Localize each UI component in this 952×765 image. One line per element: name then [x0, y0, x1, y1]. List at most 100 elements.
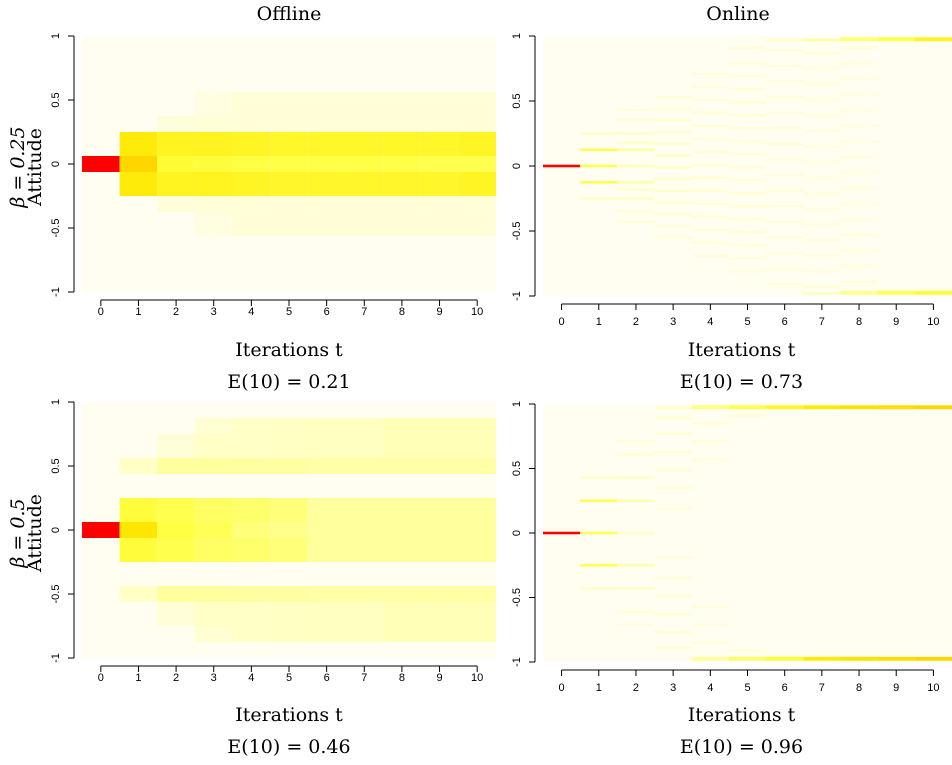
- heat-cell: [119, 586, 158, 602]
- y-tick-label: -1: [511, 657, 523, 667]
- heat-cell: [840, 171, 878, 174]
- heat-cell: [270, 172, 308, 196]
- heat-cell: [617, 210, 655, 213]
- heat-cell: [691, 228, 729, 231]
- heat-cell: [803, 207, 841, 211]
- heat-cell: [232, 92, 271, 132]
- heat-cell: [766, 95, 804, 99]
- x-tick-label: 7: [819, 316, 825, 328]
- heat-cell: [617, 587, 655, 590]
- x-axis-title: Iterations t: [688, 704, 796, 726]
- heat-cell: [654, 224, 692, 228]
- heat-cell: [803, 270, 841, 273]
- heat-cell: [420, 92, 459, 132]
- heat-cell: [914, 656, 952, 661]
- x-tick-label: 10: [927, 316, 939, 328]
- heat-cell: [691, 241, 729, 244]
- heat-cell: [617, 563, 655, 567]
- heat-cell: [617, 623, 655, 626]
- heat-cell: [877, 37, 915, 42]
- heat-cell: [420, 418, 459, 458]
- x-tick-label: 4: [248, 306, 254, 318]
- heat-cell: [345, 172, 384, 196]
- heat-cell: [270, 132, 308, 156]
- heat-cell: [543, 531, 581, 535]
- heat-cell: [580, 587, 618, 590]
- heat-cell: [803, 67, 841, 70]
- heat-cell: [119, 132, 158, 156]
- heat-cell: [840, 218, 878, 221]
- heat-cell: [728, 649, 767, 652]
- x-tick-label: 6: [324, 672, 330, 684]
- heat-cell: [840, 37, 878, 42]
- heat-cell: [803, 285, 841, 289]
- heat-cell: [691, 111, 729, 114]
- heat-cell: [691, 189, 729, 192]
- heat-cell: [119, 156, 158, 172]
- heat-cell: [654, 416, 692, 420]
- heat-cell: [766, 142, 804, 146]
- heat-cell: [458, 132, 496, 156]
- heat-cell: [383, 196, 421, 236]
- x-tick-label: 5: [744, 316, 750, 328]
- heat-cell: [345, 602, 384, 642]
- x-axis-title: Iterations t: [688, 339, 796, 361]
- heat-cell: [691, 202, 729, 205]
- heat-cell: [194, 92, 233, 116]
- heat-cell: [654, 507, 692, 510]
- heat-cell: [383, 92, 421, 132]
- y-tick-label: 0: [511, 530, 523, 536]
- heat-cell: [420, 196, 459, 236]
- heat-cell: [617, 188, 655, 191]
- heat-cell: [728, 127, 767, 130]
- heat-cell: [691, 163, 729, 166]
- x-tick-label: 0: [559, 316, 565, 328]
- heat-cell: [877, 290, 915, 295]
- heat-cell: [766, 220, 804, 224]
- heat-cell: [766, 127, 804, 130]
- heat-cell: [654, 95, 692, 99]
- heat-cell: [119, 172, 158, 196]
- heat-cell: [654, 631, 692, 634]
- y-tick-label: 0: [50, 527, 62, 533]
- x-tick-label: 10: [471, 306, 483, 318]
- heat-cell: [766, 656, 804, 661]
- heat-cell: [691, 176, 729, 179]
- heat-cell: [580, 531, 618, 535]
- heat-cell: [307, 498, 346, 562]
- heat-cell: [728, 414, 767, 417]
- heat-cell: [840, 233, 878, 237]
- heat-cell: [232, 498, 271, 522]
- x-tick-label: 8: [856, 682, 862, 694]
- heat-cell: [728, 46, 767, 49]
- y-tick-label: -1: [511, 291, 523, 301]
- heat-cell: [803, 292, 841, 295]
- heat-cell: [840, 405, 878, 410]
- heat-cell: [617, 610, 655, 613]
- heat-cell: [728, 205, 767, 208]
- heat-cell: [580, 164, 618, 168]
- heat-cell: [383, 498, 421, 562]
- heat-cell: [691, 137, 729, 140]
- heat-cell: [194, 522, 233, 538]
- heat-cell: [691, 623, 729, 626]
- x-tick-label: 10: [927, 682, 939, 694]
- heat-cell: [458, 498, 496, 562]
- heat-cell: [617, 197, 655, 200]
- heat-cell: [691, 72, 729, 75]
- heat-cell: [232, 418, 271, 458]
- heat-cell: [194, 212, 233, 236]
- heat-cell: [840, 62, 878, 65]
- heat-cell: [157, 156, 195, 172]
- heat-cell: [270, 498, 308, 522]
- heat-cell: [766, 38, 804, 42]
- heat-cell: [383, 418, 421, 458]
- heat-cell: [728, 231, 767, 234]
- x-tick-label: 4: [707, 682, 713, 694]
- heat-cell: [691, 215, 729, 218]
- heat-cell: [803, 82, 841, 86]
- heat-cell: [119, 522, 158, 538]
- heat-cell: [728, 101, 767, 104]
- heat-cell: [766, 251, 804, 255]
- heat-cell: [654, 201, 692, 204]
